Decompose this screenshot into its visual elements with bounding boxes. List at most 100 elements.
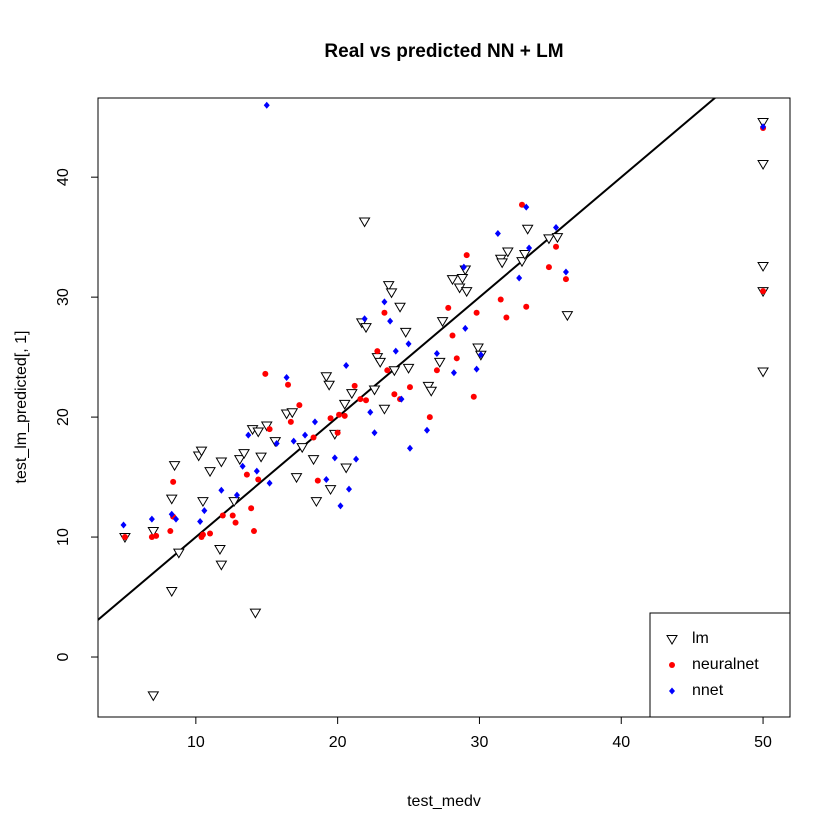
point (374, 357, 387, 368)
point (287, 418, 294, 425)
point (290, 437, 297, 445)
point (363, 397, 370, 404)
point (426, 414, 433, 421)
point (170, 478, 177, 485)
legend-marker (669, 687, 675, 695)
point (195, 446, 208, 457)
point (392, 347, 399, 355)
point (433, 367, 440, 374)
point (497, 296, 504, 303)
point (496, 258, 509, 269)
point (307, 455, 320, 466)
point (323, 380, 336, 391)
x-tick-label: 40 (612, 734, 630, 751)
point (337, 502, 344, 510)
point (760, 123, 767, 131)
legend-marker (666, 635, 678, 645)
point (405, 340, 412, 348)
point (252, 427, 265, 438)
point (463, 252, 470, 259)
point (249, 608, 262, 619)
point (310, 497, 323, 508)
point (518, 201, 525, 208)
point (562, 276, 569, 283)
point (385, 288, 398, 299)
point (219, 512, 226, 519)
point (394, 302, 406, 313)
point (374, 348, 381, 355)
point (250, 528, 257, 535)
point (501, 247, 514, 258)
point (423, 426, 430, 434)
point (207, 530, 214, 537)
point (384, 367, 391, 374)
x-axis-label: test_medv (407, 793, 481, 810)
point (460, 287, 473, 298)
point (248, 505, 255, 512)
point (232, 519, 239, 526)
point (147, 527, 160, 538)
point (494, 230, 501, 238)
point (473, 309, 480, 316)
point (521, 224, 534, 235)
point (215, 560, 228, 571)
x-tick-label: 10 (187, 734, 205, 751)
point (358, 217, 371, 228)
point (503, 314, 510, 321)
point (553, 224, 560, 232)
y-axis-label: test_lm_predicted[, 1] (13, 331, 30, 484)
point (433, 357, 446, 368)
point (168, 461, 181, 472)
point (168, 510, 175, 518)
point (381, 309, 388, 316)
point (757, 261, 769, 272)
point (153, 532, 160, 539)
point (165, 587, 178, 598)
point (314, 477, 321, 484)
point (402, 363, 415, 374)
point (266, 479, 273, 487)
point (283, 374, 290, 382)
point (215, 457, 228, 468)
point (446, 275, 459, 286)
point (336, 411, 343, 418)
legend-label: neuralnet (692, 656, 759, 673)
point (477, 351, 484, 359)
point (324, 485, 337, 496)
point (368, 385, 381, 396)
point (331, 454, 338, 462)
point (253, 467, 260, 475)
point (391, 391, 398, 398)
point (334, 429, 341, 436)
x-tick-label: 20 (329, 734, 347, 751)
point (214, 545, 226, 556)
point (470, 393, 477, 400)
point (757, 367, 769, 378)
point (561, 311, 574, 322)
chart-title: Real vs predicted NN + LM (324, 41, 563, 62)
point (357, 396, 364, 403)
point (238, 449, 250, 460)
point (757, 159, 769, 170)
point (218, 486, 225, 494)
point (760, 288, 767, 295)
point (197, 497, 209, 508)
point (197, 517, 204, 525)
point (338, 399, 351, 410)
point (172, 548, 185, 559)
point (233, 455, 246, 466)
point (382, 281, 395, 292)
point (378, 404, 391, 415)
point (229, 512, 236, 519)
y-tick-label: 40 (55, 168, 72, 186)
y-tick-label: 30 (55, 288, 72, 306)
point (167, 528, 174, 535)
point (285, 381, 292, 388)
point (518, 249, 531, 260)
legend-marker (669, 662, 675, 668)
point (311, 418, 318, 426)
point (436, 317, 449, 328)
point (263, 101, 270, 109)
plot-area (98, 98, 769, 702)
point (398, 395, 405, 403)
